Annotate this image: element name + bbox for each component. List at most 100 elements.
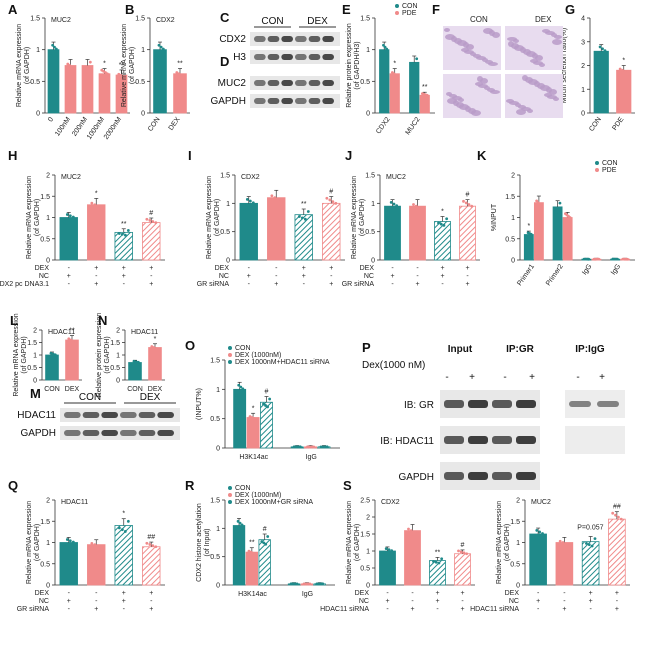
y-tick-label-G: 0: [581, 111, 585, 118]
data-point-I: [251, 201, 255, 205]
data-point-B: [161, 47, 165, 51]
y-axis-label-R: (of Input): [204, 528, 211, 556]
data-point-T: [590, 544, 594, 548]
condition-sign-H: +: [67, 273, 71, 280]
data-point-I: [270, 194, 274, 198]
data-point-E: [395, 74, 399, 78]
data-point-H: [151, 220, 155, 223]
y-axis-label-T: (of GAPDH): [504, 524, 511, 561]
blot-band-M: [101, 430, 118, 436]
data-point-S: [409, 529, 413, 532]
data-point-S: [462, 551, 466, 555]
blot-band-P: [468, 472, 488, 480]
data-point-R: [262, 541, 266, 545]
condition-sign-T: +: [562, 606, 566, 613]
data-point-R: [234, 530, 238, 533]
data-point-G: [618, 67, 622, 71]
data-point-J: [464, 201, 468, 205]
legend-label-R: DEX (1000nM): [235, 492, 281, 499]
data-point-T: [619, 517, 623, 521]
data-point-A: [122, 76, 126, 80]
panel-title-L: HDAC11: [48, 329, 75, 336]
condition-row-label-J: NC: [364, 273, 374, 280]
condition-sign-S: +: [385, 598, 389, 605]
x-tick-label-O: IgG: [306, 454, 317, 461]
data-point-R: [321, 582, 325, 586]
condition-sign-I: -: [275, 265, 278, 272]
data-point-B: [155, 54, 159, 58]
y-tick-label-N: 1: [116, 353, 120, 360]
condition-sign-J: +: [390, 273, 394, 280]
panel-L: L HDAC11 Relative mRNA expression (of GAPDH…: [10, 313, 82, 397]
bar-H: [59, 217, 78, 261]
bar-I: [294, 214, 313, 261]
data-point-O: [325, 445, 329, 449]
data-point-Q: [126, 519, 130, 523]
bar-I: [239, 202, 258, 261]
blot-band-P: [492, 472, 512, 480]
condition-row-label-T: DEX: [505, 590, 520, 597]
data-point-O: [298, 445, 302, 449]
data-point-I: [303, 217, 307, 221]
condition-row-label-T: HDAC11 siRNA: [470, 606, 519, 613]
cell-stain: [447, 98, 457, 104]
condition-row-label-Q: NC: [39, 598, 49, 605]
blot-band-P: [444, 400, 464, 408]
panel-label-I: I: [188, 148, 192, 163]
y-tick-label-E: 0: [366, 111, 370, 118]
data-point-B: [175, 71, 179, 74]
condition-sign-H: -: [68, 281, 71, 288]
data-point-H: [65, 213, 69, 216]
data-point-R: [240, 523, 244, 527]
bar-R: [245, 551, 259, 586]
panel-label-K: K: [477, 148, 487, 163]
bar-B: [153, 49, 167, 114]
legend-label-R: DEX 1000nM+GR siRNA: [235, 499, 313, 506]
panel-S: S CDX2 Relative mRNA expression (of GAPDH) 0…: [320, 478, 475, 613]
cell-stain: [475, 82, 483, 86]
cell-stain: [530, 59, 538, 63]
blot-band-D: [308, 80, 321, 86]
condition-sign-Q: -: [150, 598, 153, 605]
data-point-I: [334, 201, 338, 205]
data-point-J: [412, 203, 415, 206]
panel-label-B: B: [125, 2, 134, 17]
y-tick-label-L: 1.5: [27, 340, 37, 347]
blot-band-C: [267, 54, 280, 60]
legend-label-O: DEX (1000nM): [235, 352, 281, 359]
y-tick-label-B: 1.5: [135, 16, 145, 23]
data-point-S: [459, 550, 463, 554]
y-tick-label-Q: 0: [46, 583, 50, 590]
panel-title-N: HDAC11: [131, 329, 158, 336]
significance-mark-A: **: [119, 62, 125, 69]
bar-K: [552, 206, 563, 261]
data-point-B: [177, 72, 181, 76]
data-point-K: [587, 257, 591, 261]
bar-H: [142, 222, 161, 261]
cell-stain: [544, 93, 552, 97]
condition-sign-I: +: [274, 281, 278, 288]
y-tick-label-O: 0: [216, 446, 220, 453]
panel-title-A: MUC2: [51, 17, 71, 24]
panel-T: TMUC2Relative mRNA expression(of GAPDH)0…: [470, 478, 630, 613]
data-point-J: [392, 202, 396, 206]
condition-sign-I: -: [275, 273, 278, 280]
blot-band-D: [254, 80, 266, 86]
cell-stain: [507, 37, 517, 41]
blot-band-M: [82, 430, 100, 436]
condition-sign-T: -: [563, 590, 566, 597]
y-tick-label-J: 0.5: [365, 229, 375, 236]
y-axis-label-L: (of GAPDH): [21, 336, 28, 373]
data-point-G: [621, 68, 624, 72]
y-tick-label-T: 0.5: [510, 561, 520, 568]
condition-sign-J: -: [441, 281, 444, 288]
cell-stain: [477, 76, 483, 82]
bar-L: [45, 354, 59, 381]
panel-N: N HDAC11 Relative protein expression (of GA…: [96, 313, 165, 397]
bar-A: [64, 65, 77, 114]
y-tick-label-N: 2: [116, 328, 120, 335]
condition-sign-T: -: [563, 598, 566, 605]
data-point-G: [596, 56, 600, 59]
